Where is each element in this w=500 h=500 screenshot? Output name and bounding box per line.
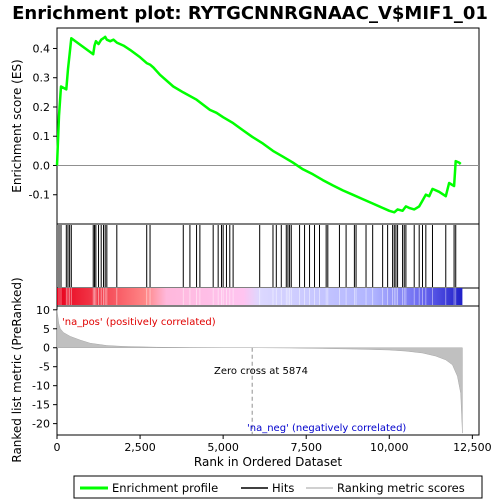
- legend-frame: [73, 475, 483, 499]
- es-y-tick-label: 0.0: [33, 159, 51, 172]
- metric-y-tick-label: 5: [43, 323, 50, 336]
- metric-y-tick-label: 0: [43, 342, 50, 355]
- es-y-tick-label: -0.1: [29, 189, 50, 202]
- ranking-metric-area: [56, 309, 463, 434]
- enrichment-panel-frame: [56, 27, 480, 225]
- x-tick-label: 2,500: [124, 441, 156, 454]
- es-y-tick-label: 0.3: [33, 72, 51, 85]
- metric-y-tick-label: -20: [32, 418, 50, 431]
- enrichment-profile-line: [55, 35, 462, 214]
- enrichment-profile-path: [55, 35, 462, 214]
- ranked-metric-panel-frame: [56, 305, 480, 436]
- legend-metric-label: Ranking metric scores: [337, 481, 465, 495]
- x-tick-label: 12,500: [453, 441, 492, 454]
- metric-y-tick-label: -5: [39, 361, 50, 374]
- es-y-tick-label: 0.2: [33, 101, 51, 114]
- hits-panel-frame: [56, 223, 480, 289]
- positive-correlation-label: 'na_pos' (positively correlated): [62, 317, 216, 328]
- zero-cross-label: Zero cross at 5874: [214, 366, 308, 377]
- legend: Enrichment profile Hits Ranking metric s…: [73, 475, 483, 499]
- chart-title: Enrichment plot: RYTGCNNRGNAAC_V$MIF1_01: [12, 3, 488, 24]
- es-y-tick-label: 0.1: [33, 130, 51, 143]
- x-tick-label: 10,000: [370, 441, 409, 454]
- x-tick-label: 0: [54, 441, 61, 454]
- rank-color-bar-panel: [56, 287, 480, 307]
- metric-y-tick-label: 10: [36, 304, 50, 317]
- es-y-axis-ticks: -0.1 0.0 0.1 0.2 0.3 0.4: [29, 42, 57, 202]
- x-axis-label: Rank in Ordered Dataset: [194, 455, 342, 469]
- ranked-metric-panel: -20 -15 -10 -5 0 5 10 'na_pos' (positively cor…: [10, 277, 480, 463]
- x-tick-label: 7,500: [290, 441, 322, 454]
- negative-correlation-label: 'na_neg' (negatively correlated): [247, 423, 406, 434]
- hits-panel: [56, 223, 480, 289]
- metric-y-axis-label: Ranked list metric (PreRanked): [10, 277, 24, 462]
- x-axis: 0 2,500 5,000 7,500 10,000 12,500: [54, 435, 492, 454]
- metric-y-tick-label: -10: [32, 380, 50, 393]
- hit-markers: [58, 225, 457, 287]
- metric-y-axis-ticks: -20 -15 -10 -5 0 5 10: [32, 304, 57, 431]
- x-tick-label: 5,000: [207, 441, 239, 454]
- enrichment-panel: -0.1 0.0 0.1 0.2 0.3 0.4 Enrichment score (ES…: [10, 27, 480, 225]
- es-y-tick-label: 0.4: [33, 42, 51, 55]
- rank-bar-hit-markers: [58, 288, 457, 305]
- legend-enrichment-label: Enrichment profile: [112, 481, 218, 495]
- metric-y-tick-label: -15: [32, 399, 50, 412]
- legend-hits-label: Hits: [272, 481, 294, 495]
- es-y-axis-label: Enrichment score (ES): [10, 59, 24, 192]
